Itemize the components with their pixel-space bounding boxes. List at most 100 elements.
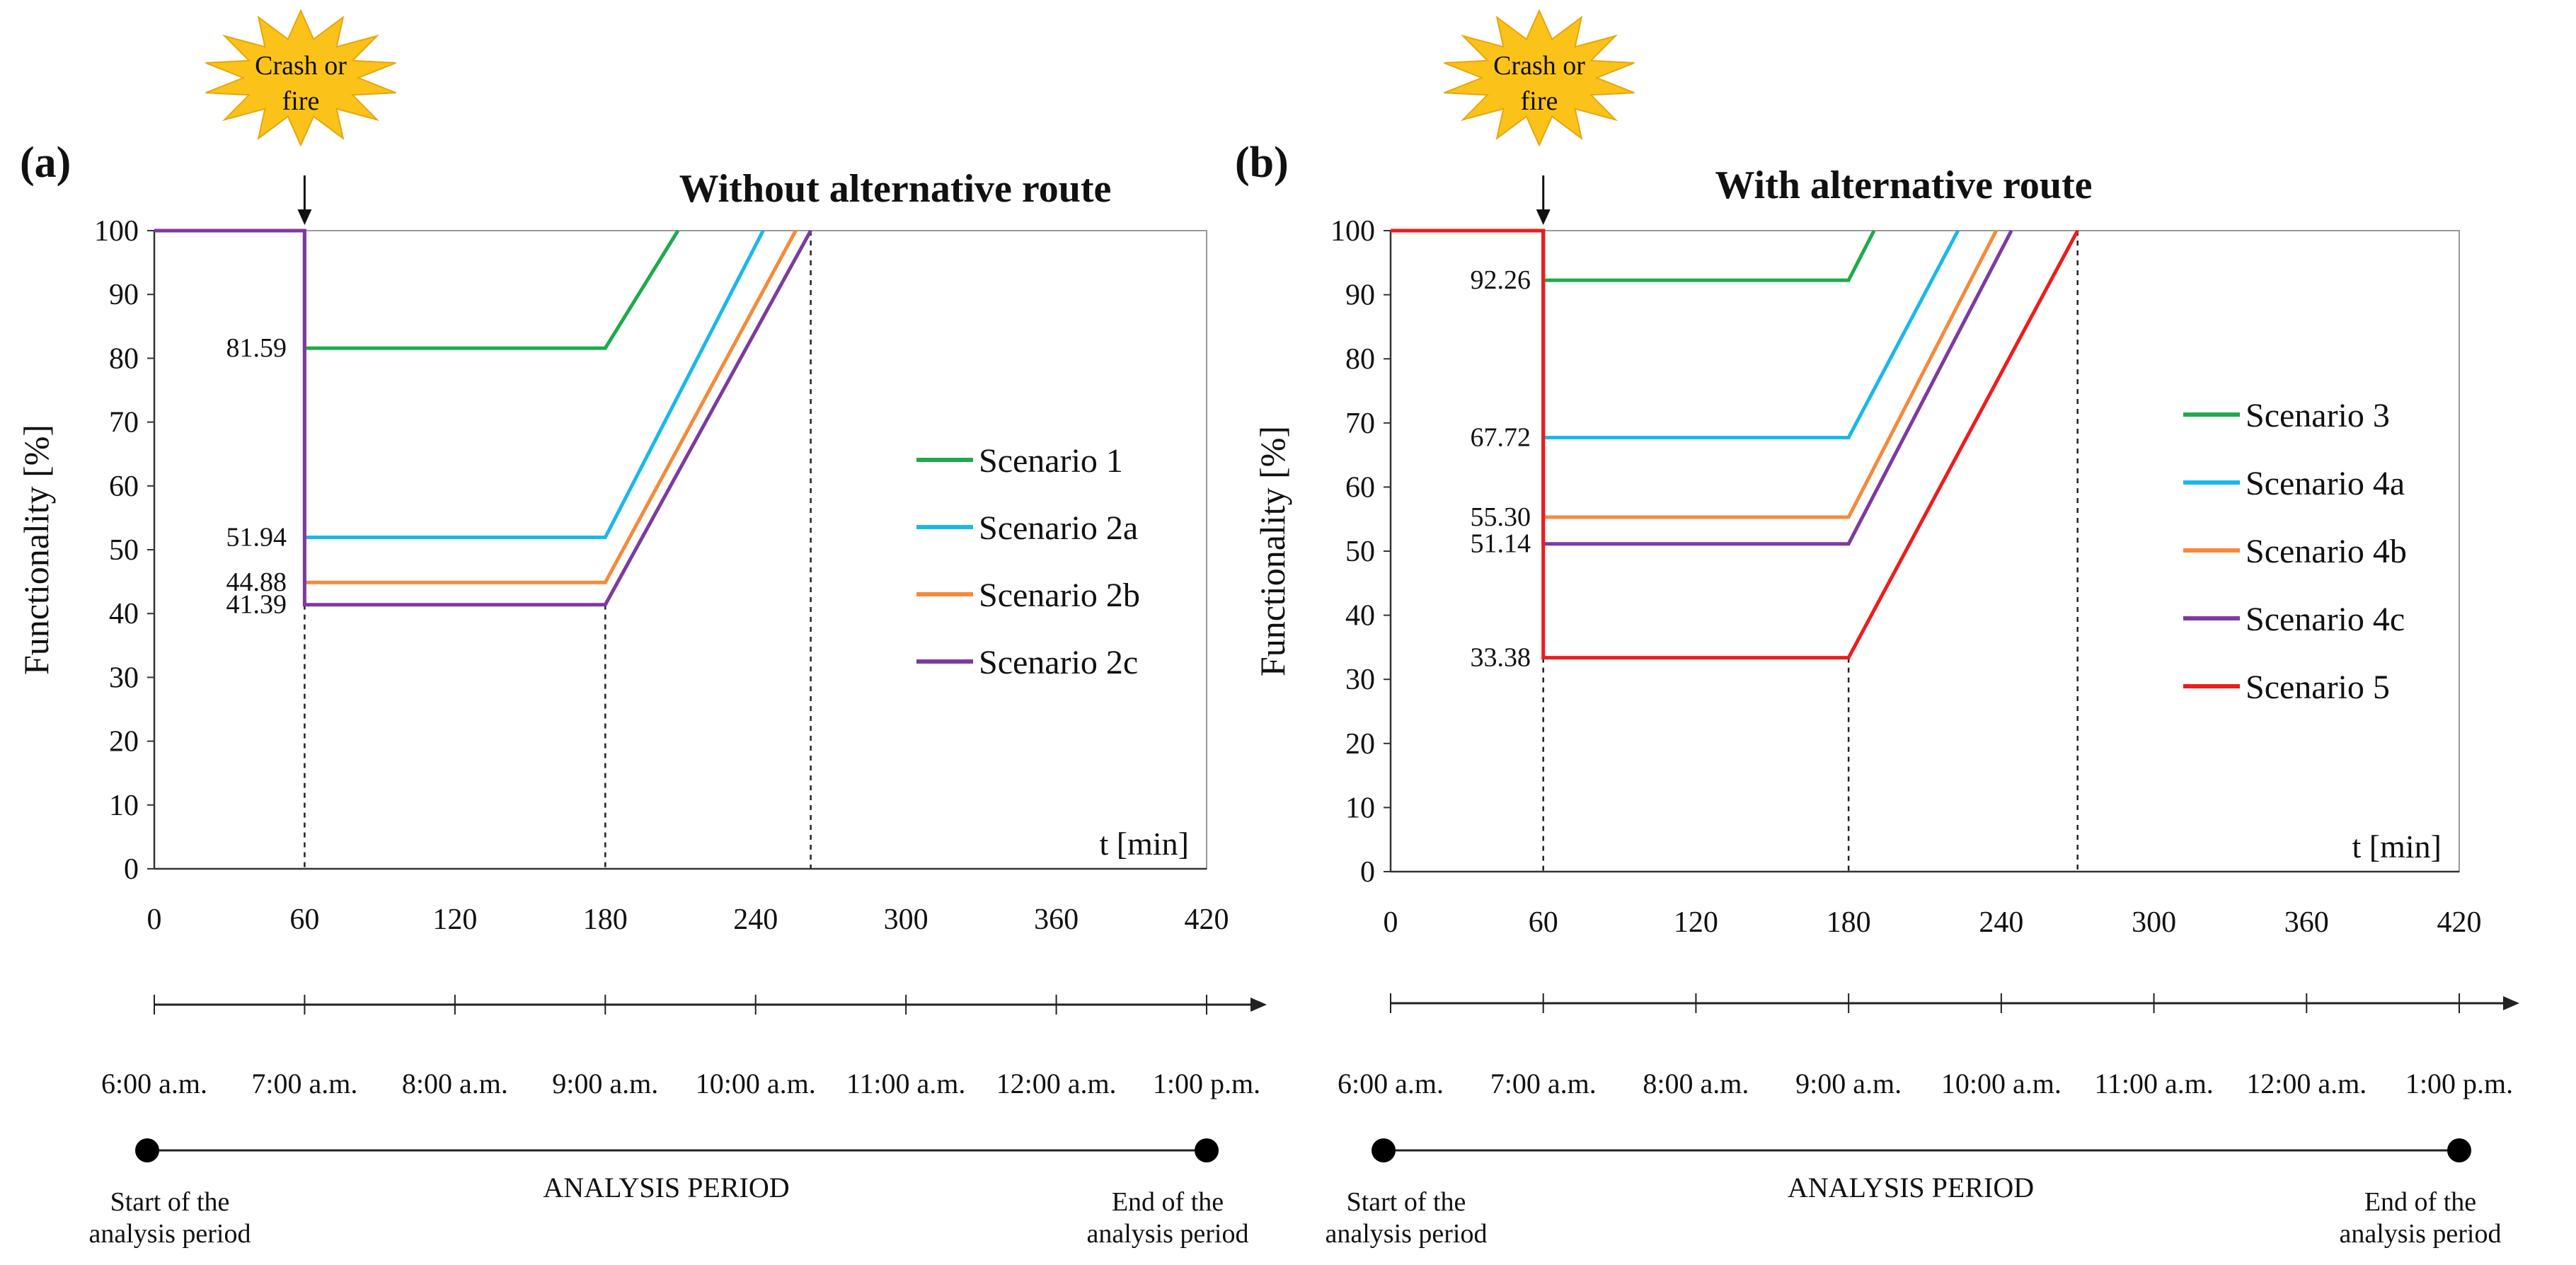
series-line-scenario-1 [154, 229, 680, 350]
event-arrow-head [1536, 209, 1551, 225]
crash-star-icon [205, 8, 396, 147]
x-tick-label: 0 [1384, 906, 1398, 939]
time-axis-arrowhead [2503, 996, 2519, 1010]
x-axis-unit-label: t [min] [1100, 826, 1189, 862]
x-tick-label: 120 [1674, 906, 1718, 939]
clock-time-label: 10:00 a.m. [696, 1068, 816, 1099]
drop-value-label: 51.94 [226, 523, 287, 553]
y-tick-label: 70 [109, 407, 139, 439]
y-tick-label: 70 [1345, 408, 1375, 440]
y-tick-label: 30 [109, 662, 139, 694]
clock-time-label: 1:00 p.m. [1153, 1068, 1260, 1099]
end-label-line2: analysis period [2339, 1219, 2501, 1249]
period-end-dot [1195, 1138, 1219, 1162]
y-tick-label: 100 [1330, 215, 1375, 248]
plot-area-frame [154, 230, 1207, 870]
analysis-period-label: ANALYSIS PERIOD [1788, 1172, 2034, 1203]
legend-label: Scenario 4c [2246, 601, 2405, 638]
y-tick-label: 40 [1345, 600, 1375, 632]
clock-time-label: 7:00 a.m. [1490, 1068, 1597, 1099]
drop-value-label: 67.72 [1471, 422, 1531, 452]
clock-time-label: 7:00 a.m. [251, 1068, 357, 1099]
legend-label: Scenario 3 [2246, 397, 2390, 434]
y-axis-label: Functionality [%] [1253, 426, 1292, 676]
panel-label: (b) [1235, 139, 1289, 187]
clock-time-label: 11:00 a.m. [2094, 1068, 2214, 1099]
drop-value-label: 81.59 [226, 333, 287, 363]
end-label-line1: End of the [1112, 1187, 1224, 1217]
series-line-scenario-5 [1391, 229, 2079, 660]
x-tick-label: 420 [1185, 903, 1229, 936]
clock-time-label: 6:00 a.m. [1338, 1068, 1444, 1099]
clock-time-label: 12:00 a.m. [2246, 1068, 2367, 1099]
y-tick-label: 80 [1345, 343, 1375, 376]
event-label-line2: fire [282, 86, 320, 116]
clock-time-label: 12:00 a.m. [996, 1068, 1117, 1099]
y-tick-label: 20 [1345, 728, 1375, 761]
legend-label: Scenario 2b [979, 577, 1140, 614]
series-line-scenario-4a [1391, 229, 1960, 439]
legend-label: Scenario 4a [2246, 465, 2405, 502]
end-label-line1: End of the [2364, 1187, 2476, 1217]
legend-label: Scenario 2a [979, 509, 1138, 547]
y-tick-label: 50 [1345, 536, 1375, 568]
legend-label: Scenario 1 [979, 442, 1123, 480]
start-label-line1: Start of the [1347, 1187, 1466, 1217]
x-tick-label: 180 [583, 903, 628, 936]
legend-label: Scenario 4b [2246, 533, 2407, 570]
x-tick-label: 120 [432, 903, 477, 936]
x-tick-label: 180 [1827, 906, 1871, 939]
clock-time-label: 1:00 p.m. [2405, 1068, 2513, 1099]
y-tick-label: 90 [109, 279, 139, 311]
legend-label: Scenario 2c [979, 644, 1138, 681]
y-tick-label: 100 [94, 215, 139, 248]
x-tick-label: 300 [884, 903, 928, 936]
drop-value-label: 55.30 [1471, 502, 1531, 532]
x-tick-label: 0 [147, 903, 162, 936]
y-tick-label: 10 [109, 790, 139, 822]
series-line-scenario-3 [1391, 229, 1876, 282]
event-label-line1: Crash or [255, 51, 347, 81]
y-tick-label: 90 [1345, 279, 1375, 312]
x-tick-label: 360 [1034, 903, 1079, 936]
event-label-line1: Crash or [1493, 51, 1585, 81]
analysis-period-label: ANALYSIS PERIOD [543, 1172, 789, 1203]
y-tick-label: 40 [109, 598, 139, 630]
clock-time-label: 8:00 a.m. [1643, 1068, 1749, 1099]
y-axis-label: Functionality [%] [16, 424, 56, 675]
clock-time-label: 8:00 a.m. [402, 1068, 508, 1099]
y-tick-label: 30 [1345, 664, 1375, 696]
x-tick-label: 420 [2437, 906, 2482, 939]
y-tick-label: 80 [109, 342, 139, 375]
drop-value-label: 44.88 [226, 567, 287, 597]
x-tick-label: 240 [1979, 906, 2023, 939]
clock-time-label: 10:00 a.m. [1941, 1068, 2062, 1099]
crash-star-icon [1444, 8, 1635, 147]
clock-time-label: 9:00 a.m. [552, 1068, 658, 1099]
start-label-line2: analysis period [1325, 1219, 1487, 1249]
y-tick-label: 10 [1345, 792, 1375, 824]
event-arrow-head [297, 209, 312, 225]
clock-time-label: 6:00 a.m. [101, 1068, 207, 1099]
period-start-dot [1372, 1138, 1396, 1162]
start-label-line2: analysis period [88, 1219, 251, 1249]
x-axis-unit-label: t [min] [2352, 828, 2442, 865]
y-tick-label: 60 [1345, 471, 1375, 504]
y-tick-label: 0 [124, 853, 139, 886]
y-tick-label: 0 [1360, 856, 1375, 889]
period-end-dot [2447, 1138, 2471, 1162]
x-tick-label: 240 [733, 903, 778, 936]
clock-time-label: 11:00 a.m. [846, 1068, 966, 1099]
x-tick-label: 60 [1529, 906, 1558, 939]
event-label-line2: fire [1521, 86, 1558, 116]
chart-title: Without alternative route [679, 167, 1112, 211]
legend-label: Scenario 5 [2246, 669, 2390, 706]
time-axis-arrowhead [1250, 998, 1267, 1012]
drop-value-label: 41.39 [226, 590, 287, 620]
panel-label: (a) [20, 139, 71, 187]
drop-value-label: 92.26 [1471, 265, 1531, 295]
y-tick-label: 50 [109, 534, 139, 567]
clock-time-label: 9:00 a.m. [1795, 1068, 1902, 1099]
drop-value-label: 51.14 [1471, 529, 1531, 559]
